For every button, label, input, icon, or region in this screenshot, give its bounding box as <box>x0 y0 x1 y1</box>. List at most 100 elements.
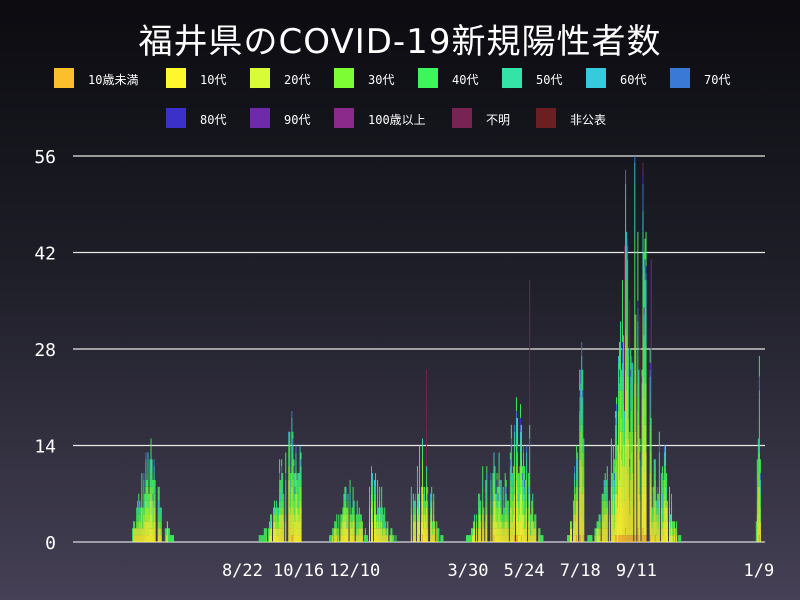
bar-segment <box>579 438 581 460</box>
bar-segment <box>756 514 758 529</box>
bar-segment <box>644 238 646 260</box>
bar-segment <box>674 535 676 542</box>
bar-segment <box>421 521 422 536</box>
bar-segment <box>497 535 499 542</box>
bar-segment <box>758 397 760 418</box>
bar-segment <box>378 535 380 542</box>
bar-segment <box>501 514 503 522</box>
bar-segment <box>137 507 139 515</box>
bar-segment <box>598 528 600 536</box>
bar-segment <box>485 521 487 529</box>
bar-segment <box>635 369 637 432</box>
bar-segment <box>507 528 509 536</box>
bar-segment <box>620 486 621 536</box>
bar-segment <box>427 514 429 529</box>
legend-swatch <box>452 108 472 128</box>
bar-segment <box>372 473 373 480</box>
bar-segment <box>340 535 342 542</box>
bar-segment <box>276 507 278 515</box>
bar-segment <box>634 162 636 184</box>
bar-segment <box>575 514 577 522</box>
bar-segment <box>625 528 627 542</box>
bar-segment <box>144 521 146 536</box>
bar-segment <box>597 535 599 542</box>
bar-segment <box>645 307 647 343</box>
bar-segment <box>357 514 359 522</box>
bar-segment <box>391 535 393 542</box>
bar-segment <box>334 528 336 536</box>
bar-segment <box>160 528 162 536</box>
bar-segment <box>298 500 300 508</box>
bar-segment <box>153 479 155 494</box>
bar-segment <box>278 535 280 542</box>
bar-segment <box>137 535 139 542</box>
bar-segment <box>673 521 675 536</box>
bar-segment <box>758 417 760 453</box>
bar-segment <box>535 528 537 536</box>
bar-segment <box>382 535 384 542</box>
bar-segment <box>645 486 647 536</box>
bar-segment <box>346 535 348 542</box>
bar-segment <box>276 500 278 508</box>
bar-segment <box>605 528 607 542</box>
bar-segment <box>497 507 499 515</box>
bar-segment <box>282 507 284 515</box>
bar-segment <box>602 535 604 542</box>
bar-segment <box>424 514 426 529</box>
bar-segment <box>580 397 582 418</box>
bar-segment <box>271 528 272 536</box>
bar-segment <box>540 535 542 542</box>
bar-segment <box>626 390 628 474</box>
bar-segment <box>137 521 139 529</box>
bar-segment <box>149 473 151 487</box>
bar-segment <box>637 231 639 301</box>
bar-segment <box>612 452 614 460</box>
bar-segment <box>380 507 382 515</box>
bar-segment <box>520 431 521 439</box>
bar-segment <box>168 528 170 542</box>
bar-segment <box>759 521 761 529</box>
bar-segment <box>495 500 497 508</box>
bar-segment <box>521 514 522 536</box>
bar-segment <box>645 266 647 274</box>
bar-segment <box>599 521 601 529</box>
bar-segment <box>510 438 512 446</box>
bar-segment <box>522 466 524 474</box>
bar-segment <box>363 535 365 542</box>
bar-segment <box>378 528 380 536</box>
bar-segment <box>295 466 297 474</box>
bar-segment <box>486 473 488 480</box>
bar-segment <box>650 521 652 542</box>
bar-segment <box>608 500 610 508</box>
bar-segment <box>533 535 535 542</box>
bar-segment <box>292 431 294 439</box>
bar-segment <box>145 473 147 487</box>
bar-segment <box>629 473 631 480</box>
bar-segment <box>680 535 682 542</box>
bar-segment <box>582 424 584 453</box>
bar-segment <box>610 459 612 474</box>
bar-segment <box>673 535 675 542</box>
bar-segment <box>635 314 637 343</box>
bar-segment <box>493 466 495 480</box>
bar-segment <box>494 466 496 474</box>
bar-segment <box>629 431 631 460</box>
bar-segment <box>277 535 279 542</box>
bar-segment <box>759 459 761 474</box>
bar-segment <box>610 445 612 460</box>
bar-segment <box>529 424 531 439</box>
bar-segment <box>346 507 348 522</box>
bar-segment <box>151 528 153 542</box>
bar-segment <box>503 535 505 542</box>
bar-segment <box>621 500 623 536</box>
bar-segment <box>145 459 147 467</box>
bar-segment <box>525 528 527 536</box>
bar-segment <box>504 528 506 542</box>
bar-segment <box>381 528 383 542</box>
bar-segment <box>385 535 387 542</box>
bar-segment <box>524 466 526 480</box>
bar-segment <box>575 486 577 494</box>
bar-segment <box>430 507 432 515</box>
bar-segment <box>153 473 155 480</box>
bar-segment <box>587 535 589 542</box>
